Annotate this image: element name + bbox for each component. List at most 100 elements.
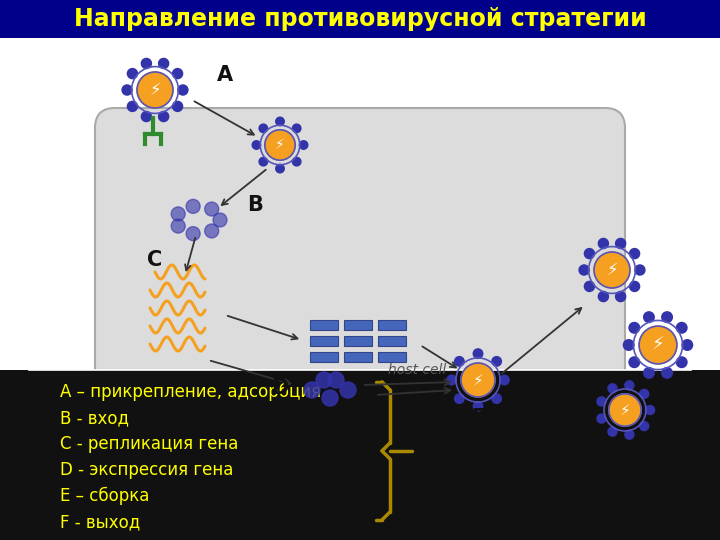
Circle shape bbox=[608, 427, 617, 436]
Circle shape bbox=[173, 102, 183, 111]
Circle shape bbox=[624, 340, 634, 350]
Circle shape bbox=[259, 157, 268, 166]
Bar bbox=[344, 320, 372, 330]
Bar bbox=[378, 352, 406, 362]
Text: ⚡: ⚡ bbox=[149, 81, 161, 99]
Circle shape bbox=[276, 164, 284, 173]
Text: ⚡: ⚡ bbox=[275, 138, 285, 152]
Circle shape bbox=[304, 382, 320, 398]
Circle shape bbox=[276, 117, 284, 126]
Circle shape bbox=[186, 227, 200, 241]
Text: B - вход: B - вход bbox=[60, 409, 129, 427]
Circle shape bbox=[204, 202, 219, 216]
Text: E: E bbox=[471, 408, 485, 428]
Circle shape bbox=[158, 111, 168, 122]
Circle shape bbox=[609, 394, 641, 426]
Circle shape bbox=[473, 402, 482, 411]
Circle shape bbox=[492, 394, 501, 403]
Text: host cell: host cell bbox=[389, 363, 446, 377]
Circle shape bbox=[158, 58, 168, 69]
Circle shape bbox=[625, 430, 634, 439]
Circle shape bbox=[585, 248, 595, 259]
Circle shape bbox=[598, 239, 608, 248]
FancyBboxPatch shape bbox=[95, 108, 625, 408]
Circle shape bbox=[608, 384, 617, 393]
Circle shape bbox=[259, 124, 268, 133]
Circle shape bbox=[616, 292, 626, 301]
Circle shape bbox=[454, 394, 464, 403]
Bar bbox=[378, 336, 406, 346]
Circle shape bbox=[213, 213, 227, 227]
Circle shape bbox=[629, 357, 639, 368]
Circle shape bbox=[594, 252, 630, 288]
Text: D: D bbox=[271, 378, 289, 398]
Circle shape bbox=[252, 141, 261, 149]
Circle shape bbox=[585, 281, 595, 292]
Circle shape bbox=[635, 265, 645, 275]
Circle shape bbox=[629, 248, 639, 259]
Circle shape bbox=[204, 224, 219, 238]
Circle shape bbox=[644, 312, 654, 322]
Bar bbox=[378, 320, 406, 330]
Circle shape bbox=[292, 124, 301, 133]
Circle shape bbox=[492, 356, 501, 366]
Circle shape bbox=[461, 363, 495, 397]
Circle shape bbox=[616, 239, 626, 248]
Circle shape bbox=[340, 382, 356, 398]
Circle shape bbox=[292, 157, 301, 166]
Circle shape bbox=[500, 375, 509, 385]
Circle shape bbox=[662, 368, 672, 378]
Text: C - репликация гена: C - репликация гена bbox=[60, 435, 238, 453]
Circle shape bbox=[639, 326, 677, 364]
Circle shape bbox=[676, 357, 687, 368]
Text: A: A bbox=[217, 65, 233, 85]
Text: ⚡: ⚡ bbox=[472, 373, 483, 388]
Circle shape bbox=[447, 375, 456, 385]
Text: A – прикрепление, адсорбция: A – прикрепление, адсорбция bbox=[60, 383, 321, 401]
Circle shape bbox=[597, 397, 606, 406]
Circle shape bbox=[644, 368, 654, 378]
Circle shape bbox=[300, 141, 308, 149]
Bar bbox=[344, 352, 372, 362]
Text: B: B bbox=[247, 195, 263, 215]
Circle shape bbox=[639, 389, 649, 399]
Circle shape bbox=[454, 356, 464, 366]
Circle shape bbox=[316, 372, 332, 388]
Circle shape bbox=[178, 85, 188, 95]
Circle shape bbox=[122, 85, 132, 95]
Circle shape bbox=[662, 312, 672, 322]
Circle shape bbox=[328, 372, 344, 388]
Circle shape bbox=[646, 406, 654, 415]
Circle shape bbox=[322, 390, 338, 406]
Circle shape bbox=[625, 381, 634, 390]
Text: F - выход: F - выход bbox=[60, 513, 140, 531]
Bar bbox=[310, 336, 338, 346]
Circle shape bbox=[171, 207, 185, 221]
Circle shape bbox=[173, 69, 183, 79]
Circle shape bbox=[629, 322, 639, 333]
Circle shape bbox=[676, 322, 687, 333]
Circle shape bbox=[579, 265, 589, 275]
Circle shape bbox=[127, 102, 138, 111]
Text: F: F bbox=[663, 410, 677, 430]
Circle shape bbox=[629, 281, 639, 292]
Circle shape bbox=[137, 72, 173, 108]
Circle shape bbox=[598, 292, 608, 301]
Text: ⚡: ⚡ bbox=[620, 402, 631, 417]
Circle shape bbox=[171, 219, 185, 233]
Bar bbox=[344, 336, 372, 346]
Circle shape bbox=[473, 349, 482, 359]
Bar bbox=[0, 0, 720, 38]
Text: E – сборка: E – сборка bbox=[60, 487, 149, 505]
Bar bbox=[0, 370, 720, 540]
Text: ⚡: ⚡ bbox=[606, 261, 618, 279]
Circle shape bbox=[186, 199, 200, 213]
Circle shape bbox=[141, 111, 151, 122]
Circle shape bbox=[141, 58, 151, 69]
Text: C: C bbox=[148, 250, 163, 270]
Circle shape bbox=[265, 130, 295, 160]
Circle shape bbox=[682, 340, 693, 350]
Bar bbox=[310, 352, 338, 362]
Text: D - экспрессия гена: D - экспрессия гена bbox=[60, 461, 233, 479]
Circle shape bbox=[597, 414, 606, 423]
